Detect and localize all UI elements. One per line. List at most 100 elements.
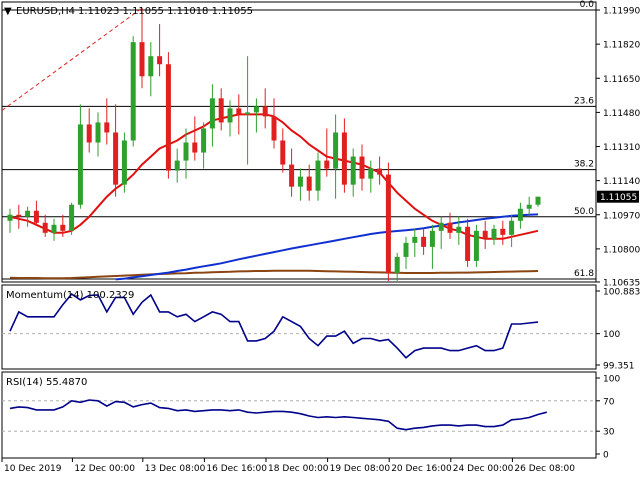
price-label: 1.11310 [603,143,640,153]
fib-level-label: 61.8 [574,269,594,279]
price-label: 1.11650 [603,75,640,85]
rsi-axis-label: 0 [603,451,609,461]
momentum-axis-label: 100 [603,330,620,340]
candle-body [315,160,321,191]
candle-body [491,228,497,239]
rsi-axis: 100 70 30 0 [596,375,620,461]
time-axis: 10 Dec 2019 12 Dec 00:00 13 Dec 08:00 16 De… [1,458,575,474]
rsi-panel-frame [1,371,597,459]
candle-body [535,196,541,205]
candle-body [500,228,506,235]
dropdown-arrow-icon[interactable]: ▼ [4,6,12,17]
candle-body [262,106,268,117]
price-label: 1.10970 [603,211,640,221]
candle-body [517,208,523,221]
candle-body [7,214,13,221]
candle-body [377,168,383,175]
candle-body [403,242,409,257]
time-label: 12 Dec 00:00 [74,464,135,474]
momentum-title: Momentum(14) 100.2329 [6,290,134,301]
fib-level-label: 0.0 [580,0,595,10]
candle-body [253,106,259,113]
candle-body [473,230,479,261]
time-label: 20 Dec 16:00 [391,464,452,474]
symbol-timeframe-label: EURUSD,H4 [16,6,75,17]
candle-body [341,132,347,185]
candle-body [227,108,233,123]
candle-body [121,140,127,185]
price-label: 1.10635 [603,279,640,289]
momentum-panel[interactable]: Momentum(14) 100.2329 100.8833 100 99.351 [1,284,640,372]
candle-body [25,210,31,217]
price-label: 1.11140 [603,177,640,187]
trend-line-dashed [1,7,143,111]
candle-body [412,236,418,243]
time-label: 18 Dec 00:00 [268,464,329,474]
candle-body [60,224,66,231]
candle-body [139,42,145,77]
price-axis: 1.11990 1.11820 1.11650 1.11480 1.11310 1.111… [596,7,640,289]
fib-level-label: 23.6 [574,96,594,106]
candle-body [359,156,365,179]
candle-body [95,122,101,143]
candle-body [51,224,57,233]
candle-body [245,112,251,115]
candle-body [16,214,22,217]
time-label: 26 Dec 08:00 [514,464,575,474]
candle-body [192,142,198,153]
time-label: 13 Dec 08:00 [145,464,206,474]
candle-body [280,140,286,165]
candle-body [113,132,119,185]
candle-body [297,176,303,187]
rsi-level-lines [2,400,596,432]
momentum-line [9,293,539,359]
candle-body [174,160,180,171]
momentum-axis: 100.8833 100 99.351 [596,288,640,372]
candle-body [86,124,92,143]
fib-level-label: 50.0 [574,207,594,217]
candle-body [394,256,400,273]
candle-body [509,220,515,235]
rsi-panel[interactable]: RSI(14) 55.4870 100 70 30 0 [1,371,620,461]
candle-body [289,164,295,187]
candle-body [148,56,154,77]
candle-body [447,222,453,233]
candle-body [324,160,330,169]
candle-body [236,108,242,115]
price-label: 1.10800 [603,245,640,255]
candle-body [157,56,163,65]
momentum-panel-frame [1,284,597,370]
candle-body [165,64,171,171]
candlesticks [7,8,541,281]
candle-body [306,176,312,191]
current-price-label: 1.11055 [600,193,637,203]
price-panel-frame [1,1,597,283]
candle-body [42,222,48,233]
time-label: 16 Dec 16:00 [206,464,267,474]
time-label: 10 Dec 2019 [4,464,62,474]
rsi-axis-label: 70 [603,397,615,407]
price-panel[interactable]: 0.0 23.6 38.2 50.0 61.8 ▼ EURUSD,H4 1.11023 … [1,0,597,283]
ohlc-values: 1.11023 1.11055 1.11018 1.11055 [78,6,253,17]
candle-body [271,116,277,141]
candle-body [421,236,427,247]
candle-body [104,122,110,133]
candle-body [438,222,444,231]
candle-body [130,42,136,141]
candle-body [69,204,75,231]
momentum-axis-label: 100.8833 [603,288,640,298]
rsi-line [9,399,548,431]
candle-body [183,142,189,161]
candle-body [465,226,471,261]
candle-body [333,132,339,169]
rsi-axis-label: 100 [603,375,620,385]
fib-level-label: 38.2 [574,160,594,170]
candle-body [218,98,224,123]
candle-body [456,226,462,233]
candle-body [201,128,207,153]
time-label: 19 Dec 08:00 [330,464,391,474]
candle-body [77,124,83,205]
current-price-marker [597,190,639,203]
candle-body [368,168,374,179]
